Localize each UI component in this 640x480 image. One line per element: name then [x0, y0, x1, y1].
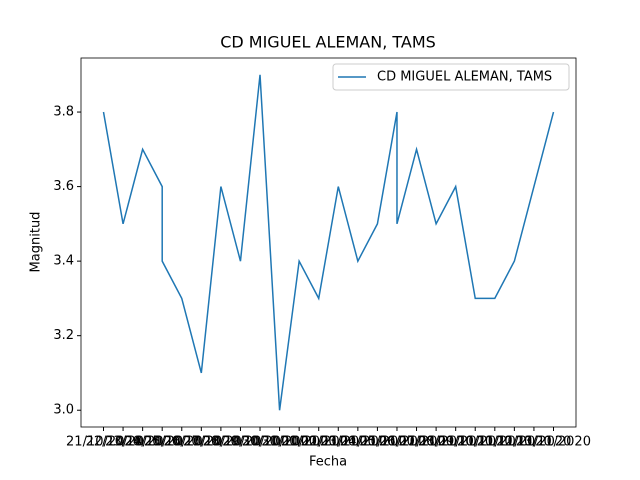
line	[102, 74, 555, 411]
x-tick-label: 12/11/2020	[496, 435, 571, 450]
y-tick-label: 3.2	[53, 328, 74, 343]
legend-box	[332, 63, 570, 91]
x-tick-label: 07/11/2020	[399, 435, 474, 450]
plot-frame	[80, 57, 577, 428]
x-tick-label: 29/10/2020	[223, 435, 298, 450]
x-tick-label: 04/11/2020	[340, 435, 415, 450]
x-tick-label: 30/10/2020	[242, 435, 317, 450]
x-tick-label: 02/11/2020	[301, 435, 376, 450]
x-tick-label: 22/10/2020	[86, 435, 161, 450]
chart-title: CD MIGUEL ALEMAN, TAMS	[220, 33, 436, 52]
x-tick-label: 05/11/2020	[360, 435, 435, 450]
y-axis-label: Magnitud	[29, 212, 44, 273]
x-tick-label: 06/11/2020	[379, 435, 454, 450]
x-tick-label: 31/10/2020	[262, 435, 337, 450]
x-tick-label: 26/10/2020	[164, 435, 239, 450]
x-tick-label: 08/11/2020	[418, 435, 493, 450]
x-tick-label: 03/11/2020	[320, 435, 395, 450]
x-tick-label: 25/10/2020	[144, 435, 219, 450]
x-tick-label: 23/10/2020	[105, 435, 180, 450]
y-tick-label: 3.0	[53, 403, 74, 418]
x-tick-label: 13/11/2020	[516, 435, 591, 450]
x-axis-label: Fecha	[309, 455, 347, 470]
x-tick-label: 09/11/2020	[438, 435, 513, 450]
legend-label: CD MIGUEL ALEMAN, TAMS	[377, 70, 552, 85]
y-tick-label: 3.8	[53, 105, 74, 120]
x-tick-label: 28/10/2020	[203, 435, 278, 450]
x-tick-label: 27/10/2020	[183, 435, 258, 450]
x-tick-label: 21/10/2020	[66, 435, 141, 450]
y-tick-label: 3.4	[53, 254, 74, 269]
x-tick-label: 24/10/2020	[125, 435, 200, 450]
x-tick-label: 11/11/2020	[477, 435, 552, 450]
x-tick-label: 01/11/2020	[281, 435, 356, 450]
x-tick-label: 10/11/2020	[457, 435, 532, 450]
y-tick-label: 3.6	[53, 179, 74, 194]
